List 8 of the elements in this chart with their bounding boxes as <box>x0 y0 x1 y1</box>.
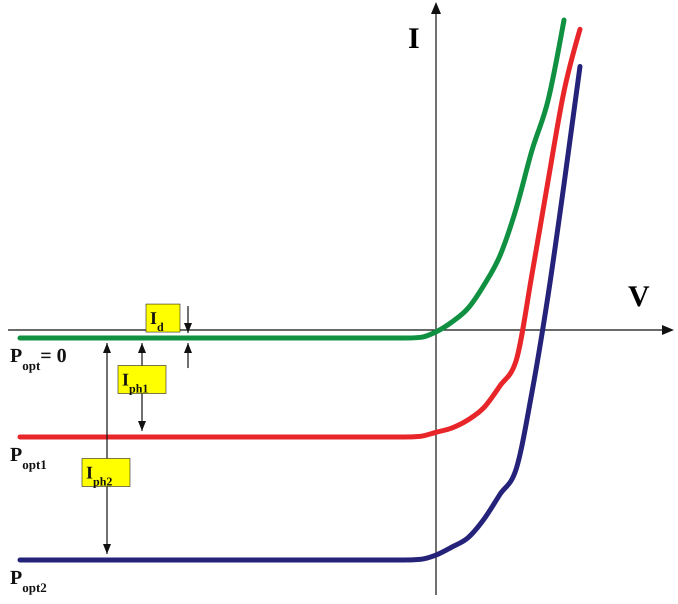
y-axis-title: I <box>408 22 420 55</box>
annotation: I$_{d}$ <box>150 308 164 334</box>
annotation: I$_{ph1}$ <box>122 370 148 396</box>
series-label: P$_{opt}$= 0 <box>10 345 67 373</box>
series-label: P$_{opt2}$ <box>10 567 47 595</box>
x-axis-title: V <box>628 280 650 313</box>
series-label: P$_{opt1}$ <box>10 444 47 472</box>
annotation: I$_{ph2}$ <box>86 462 112 488</box>
